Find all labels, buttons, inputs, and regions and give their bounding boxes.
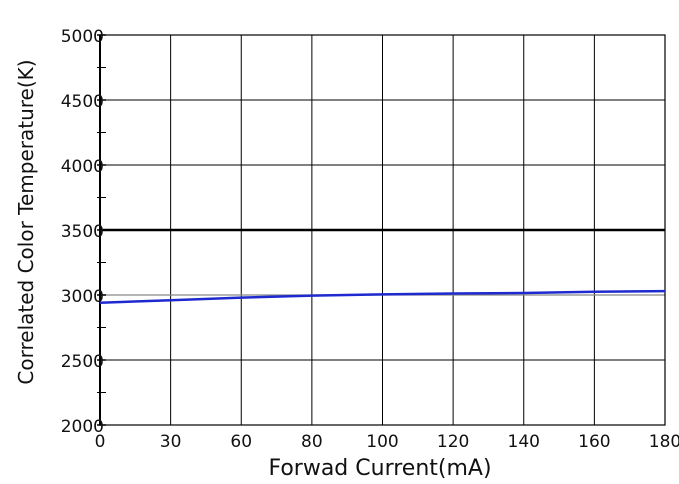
x-tick-label: 100 (366, 432, 398, 452)
x-tick-label: 160 (578, 432, 610, 452)
y-tick-label: 3000 (61, 287, 104, 307)
y-tick-label: 5000 (61, 27, 104, 47)
x-tick-label: 30 (160, 432, 182, 452)
x-axis-label: Forwad Current(mA) (268, 456, 491, 481)
x-tick-labels: 0 30 60 80 100 120 140 160 180 (95, 432, 679, 452)
x-tick-label: 180 (649, 432, 679, 452)
x-tick-label: 60 (230, 432, 252, 452)
y-tick-label: 2500 (61, 352, 104, 372)
y-axis-label: Correlated Color Temperature(K) (14, 59, 38, 384)
y-tick-label: 3500 (61, 222, 104, 242)
y-tick-label: 4000 (61, 157, 104, 177)
x-tick-label: 80 (301, 432, 323, 452)
y-tick-labels: 2000 2500 3000 3500 4000 4500 5000 (61, 27, 104, 437)
minor-ticks (97, 34, 106, 426)
x-tick-label: 0 (95, 432, 106, 452)
y-tick-label: 4500 (61, 92, 104, 112)
y-tick-label: 2000 (61, 417, 104, 437)
x-tick-label: 140 (508, 432, 540, 452)
series-line (99, 289, 666, 305)
series-group (99, 289, 666, 305)
x-tick-label: 120 (437, 432, 469, 452)
